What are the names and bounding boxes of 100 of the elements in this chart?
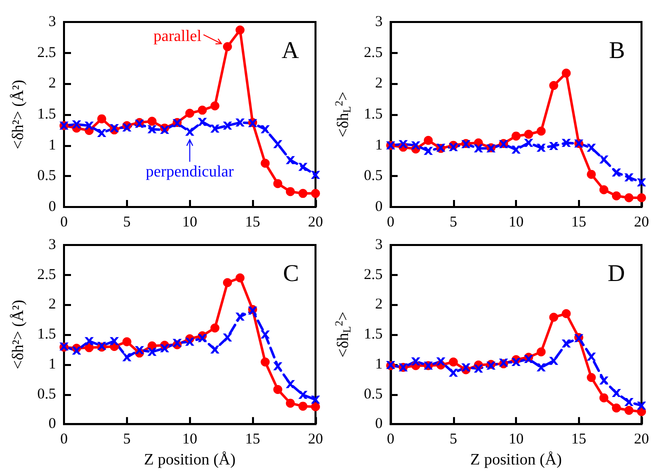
y-tick-label: 1.5 <box>364 326 383 343</box>
point <box>298 188 308 198</box>
point <box>274 362 282 370</box>
point <box>599 185 608 194</box>
x-tick-label: 5 <box>450 432 458 448</box>
point <box>298 162 307 171</box>
point <box>524 130 534 139</box>
y-tick-label: 2 <box>375 76 383 92</box>
point <box>210 101 220 110</box>
point <box>624 193 634 202</box>
point <box>524 355 533 364</box>
y-tick-label: 1 <box>375 137 383 154</box>
y-tick-label: 2.5 <box>364 266 383 283</box>
x-tick-label: 10 <box>182 214 198 230</box>
point <box>311 188 320 198</box>
point <box>536 126 546 136</box>
point <box>185 108 194 118</box>
point <box>186 128 194 136</box>
point <box>599 393 608 402</box>
x-tick-label: 0 <box>386 432 394 448</box>
y-tick-label: 0.5 <box>37 386 56 402</box>
point <box>72 346 81 355</box>
y-tick-label: 0 <box>375 199 383 215</box>
point <box>198 118 206 126</box>
y-tick-label: 1 <box>375 356 383 372</box>
point <box>85 337 94 346</box>
point <box>222 278 232 288</box>
point <box>312 396 320 404</box>
point <box>600 376 608 385</box>
point <box>536 347 546 356</box>
point <box>186 338 194 346</box>
x-tick-label: 20 <box>634 214 649 230</box>
point <box>311 402 320 412</box>
y-tick-label: 3 <box>375 237 383 253</box>
point <box>160 344 169 352</box>
point <box>637 193 646 202</box>
x-tick-label: 20 <box>308 214 323 230</box>
y-tick-label: 1.5 <box>37 106 56 122</box>
x-tick-label: 10 <box>182 432 198 448</box>
y-tick-label: 1 <box>48 137 56 154</box>
x-tick-label: 10 <box>508 214 524 230</box>
annotation: parallel <box>154 28 202 46</box>
y-tick-label: 0.5 <box>364 168 383 184</box>
y-axis-title: <δh²> (Å²) <box>8 80 27 150</box>
y-tick-label: 3 <box>48 237 56 253</box>
point <box>549 81 558 90</box>
point <box>261 330 270 339</box>
point <box>412 357 420 366</box>
y-tick-label: 0.5 <box>364 386 383 402</box>
point <box>223 334 232 342</box>
x-tick-label: 5 <box>123 432 131 448</box>
point <box>624 173 633 182</box>
x-tick-label: 20 <box>308 432 323 448</box>
point <box>612 191 621 200</box>
point <box>612 403 621 412</box>
point <box>436 357 445 366</box>
y-tick-label: 2.5 <box>37 44 56 61</box>
y-tick-label: 2.5 <box>364 44 383 61</box>
y-tick-label: 3 <box>48 14 56 30</box>
point <box>412 141 420 150</box>
point <box>236 26 245 35</box>
point <box>236 273 245 282</box>
x-axis-title: Z position (Å) <box>144 450 236 468</box>
y-tick-label: 3 <box>375 14 383 30</box>
text: D <box>608 261 626 287</box>
x-tick-label: 0 <box>60 214 68 230</box>
point <box>512 358 520 366</box>
point <box>273 384 282 394</box>
point <box>210 124 219 133</box>
x-tick-label: 15 <box>571 432 586 448</box>
text: B <box>608 38 626 64</box>
point <box>549 312 558 322</box>
point <box>586 373 596 382</box>
point <box>537 144 546 152</box>
x-tick-label: 15 <box>571 214 586 230</box>
x-tick-label: 10 <box>508 432 524 448</box>
point <box>312 170 320 179</box>
y-tick-label: 0 <box>48 199 56 215</box>
x-tick-label: 5 <box>450 214 458 230</box>
point <box>562 138 570 147</box>
x-tick-label: 0 <box>60 432 68 448</box>
point <box>550 356 558 365</box>
y-tick-label: 2.5 <box>37 266 56 283</box>
point <box>210 323 220 332</box>
y-axis-title: <δhL2> <box>334 92 354 138</box>
point <box>274 140 282 148</box>
point <box>97 114 106 124</box>
point <box>72 120 81 128</box>
annotation: perpendicular <box>146 163 234 180</box>
point <box>236 312 244 321</box>
point <box>462 363 470 372</box>
point <box>110 337 118 346</box>
y-tick-label: 1.5 <box>364 106 383 122</box>
y-tick-label: 2 <box>48 296 56 313</box>
y-tick-label: 0.5 <box>37 168 56 184</box>
point <box>612 168 620 176</box>
point <box>135 346 144 354</box>
point <box>638 402 646 410</box>
point <box>286 156 294 164</box>
point <box>512 132 521 141</box>
